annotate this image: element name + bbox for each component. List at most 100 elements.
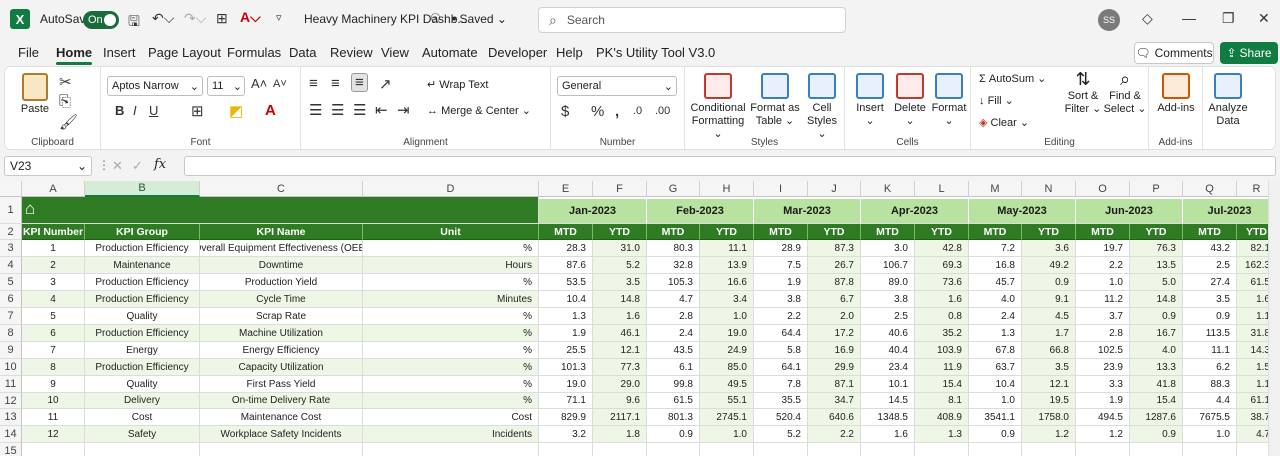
ytd-value-cell[interactable]: 14.8 bbox=[593, 291, 647, 308]
mtd-value-cell[interactable]: 7.2 bbox=[969, 240, 1022, 257]
empty-cell[interactable] bbox=[915, 443, 969, 456]
mtd-value-cell[interactable]: 2.5 bbox=[861, 308, 915, 325]
ytd-value-cell[interactable]: 408.9 bbox=[915, 409, 969, 426]
column-header[interactable]: E bbox=[539, 181, 593, 197]
row-header[interactable]: 7 bbox=[0, 308, 22, 325]
mtd-value-cell[interactable]: 2.4 bbox=[647, 325, 700, 342]
formula-input[interactable] bbox=[184, 156, 1276, 176]
comma-style-icon[interactable]: , bbox=[615, 103, 620, 120]
mtd-value-cell[interactable]: 3.8 bbox=[754, 291, 808, 308]
mtd-value-cell[interactable]: 40.4 bbox=[861, 342, 915, 359]
column-header[interactable]: C bbox=[200, 181, 363, 197]
column-header[interactable]: A bbox=[22, 181, 85, 197]
mtd-value-cell[interactable]: 1.0 bbox=[969, 393, 1022, 409]
bold-icon[interactable]: B bbox=[115, 103, 125, 118]
align-right-icon[interactable]: ☰ bbox=[353, 102, 367, 119]
mtd-value-cell[interactable]: 23.9 bbox=[1076, 359, 1130, 376]
mtd-value-cell[interactable]: 7.5 bbox=[754, 257, 808, 274]
ytd-value-cell[interactable]: 4.0 bbox=[1130, 342, 1183, 359]
kpi-name-cell[interactable]: Machine Utilization bbox=[200, 325, 363, 342]
mtd-value-cell[interactable]: 7675.5 bbox=[1183, 409, 1237, 426]
mtd-value-cell[interactable]: 520.4 bbox=[754, 409, 808, 426]
close-icon[interactable]: ✕ bbox=[1258, 10, 1270, 26]
mtd-value-cell[interactable]: 19.7 bbox=[1076, 240, 1130, 257]
row-header[interactable]: 2 bbox=[0, 224, 22, 240]
mtd-value-cell[interactable]: 27.4 bbox=[1183, 274, 1237, 291]
formula-options-icon[interactable]: ⋮ bbox=[98, 158, 110, 172]
tab-developer[interactable]: Developer bbox=[488, 45, 548, 60]
kpi-group-cell[interactable]: Maintenance bbox=[85, 257, 200, 274]
kpi-name-cell[interactable]: Downtime bbox=[200, 257, 363, 274]
ytd-value-cell[interactable]: 0.9 bbox=[1130, 426, 1183, 443]
column-header[interactable]: N bbox=[1022, 181, 1076, 197]
mtd-value-cell[interactable]: 67.8 bbox=[969, 342, 1022, 359]
mtd-value-cell[interactable]: 10.4 bbox=[969, 376, 1022, 393]
mtd-value-cell[interactable]: 2.2 bbox=[754, 308, 808, 325]
mtd-value-cell[interactable]: 11.1 bbox=[1183, 342, 1237, 359]
saved-status[interactable]: • Saved ⌄ bbox=[452, 12, 507, 26]
kpi-name-cell[interactable]: On-time Delivery Rate bbox=[200, 393, 363, 409]
kpi-number-cell[interactable]: 3 bbox=[22, 274, 85, 291]
mtd-value-cell[interactable]: 43.2 bbox=[1183, 240, 1237, 257]
tab-home[interactable]: Home bbox=[56, 45, 93, 65]
kpi-name-cell[interactable]: Production Yield bbox=[200, 274, 363, 291]
ytd-value-cell[interactable]: 9.6 bbox=[593, 393, 647, 409]
ytd-value-cell[interactable]: 11.9 bbox=[915, 359, 969, 376]
ytd-value-cell[interactable]: 103.9 bbox=[915, 342, 969, 359]
kpi-number-cell[interactable]: 9 bbox=[22, 376, 85, 393]
insert-cells-button[interactable]: Insert ⌄ bbox=[851, 73, 889, 128]
kpi-group-cell[interactable]: Production Efficiency bbox=[85, 359, 200, 376]
empty-cell[interactable] bbox=[647, 443, 700, 456]
format-as-table-button[interactable]: Format as Table ⌄ bbox=[749, 73, 801, 128]
ytd-value-cell[interactable]: 0.9 bbox=[1130, 308, 1183, 325]
ytd-value-cell[interactable]: 0.9 bbox=[1022, 274, 1076, 291]
search-box[interactable]: ⌕ Search bbox=[538, 7, 846, 33]
ytd-value-cell[interactable]: 0.8 bbox=[915, 308, 969, 325]
mtd-value-cell[interactable]: 0.9 bbox=[969, 426, 1022, 443]
orientation-icon[interactable]: ↗ bbox=[379, 76, 392, 93]
mtd-value-cell[interactable]: 113.5 bbox=[1183, 325, 1237, 342]
mtd-value-cell[interactable]: 3.8 bbox=[861, 291, 915, 308]
ytd-value-cell[interactable]: 1.3 bbox=[915, 426, 969, 443]
column-header[interactable]: G bbox=[647, 181, 700, 197]
ytd-value-cell[interactable]: 31.0 bbox=[593, 240, 647, 257]
redo-icon[interactable]: ↷⌵ bbox=[184, 10, 207, 26]
ytd-value-cell[interactable]: 11.1 bbox=[700, 240, 754, 257]
mtd-value-cell[interactable]: 99.8 bbox=[647, 376, 700, 393]
mtd-value-cell[interactable]: 63.7 bbox=[969, 359, 1022, 376]
kpi-group-cell[interactable]: Cost bbox=[85, 409, 200, 426]
kpi-name-cell[interactable]: Energy Efficiency bbox=[200, 342, 363, 359]
mtd-value-cell[interactable]: 25.5 bbox=[539, 342, 593, 359]
mtd-value-cell[interactable]: 1.9 bbox=[1076, 393, 1130, 409]
kpi-unit-cell[interactable]: % bbox=[363, 376, 539, 393]
font-color-icon[interactable]: A⌵ bbox=[240, 9, 261, 25]
tab-page-layout[interactable]: Page Layout bbox=[148, 45, 222, 60]
ytd-value-cell[interactable]: 16.6 bbox=[700, 274, 754, 291]
kpi-name-cell[interactable]: Workplace Safety Incidents bbox=[200, 426, 363, 443]
mtd-value-cell[interactable]: 4.0 bbox=[969, 291, 1022, 308]
tab-review[interactable]: Review bbox=[330, 45, 373, 60]
mtd-value-cell[interactable]: 101.3 bbox=[539, 359, 593, 376]
kpi-group-cell[interactable]: Energy bbox=[85, 342, 200, 359]
mtd-value-cell[interactable]: 2.8 bbox=[647, 308, 700, 325]
mtd-value-cell[interactable]: 3541.1 bbox=[969, 409, 1022, 426]
row-header[interactable]: 3 bbox=[0, 240, 22, 257]
kpi-group-cell[interactable]: Delivery bbox=[85, 393, 200, 409]
mtd-value-cell[interactable]: 1.2 bbox=[1076, 426, 1130, 443]
column-header[interactable]: L bbox=[915, 181, 969, 197]
clear-button[interactable]: ◈ Clear ⌄ bbox=[979, 117, 1030, 129]
row-header[interactable]: 11 bbox=[0, 376, 22, 393]
mtd-value-cell[interactable]: 0.9 bbox=[1183, 308, 1237, 325]
mtd-value-cell[interactable]: 10.1 bbox=[861, 376, 915, 393]
home-icon[interactable]: ⌂ bbox=[25, 199, 36, 218]
kpi-unit-cell[interactable]: % bbox=[363, 240, 539, 257]
kpi-name-cell[interactable]: Cycle Time bbox=[200, 291, 363, 308]
empty-cell[interactable] bbox=[1183, 443, 1237, 456]
tab-data[interactable]: Data bbox=[289, 45, 317, 60]
ytd-value-cell[interactable]: 3.4 bbox=[700, 291, 754, 308]
ytd-value-cell[interactable]: 85.0 bbox=[700, 359, 754, 376]
row-header[interactable]: 12 bbox=[0, 393, 22, 409]
mtd-value-cell[interactable]: 5.8 bbox=[754, 342, 808, 359]
mtd-value-cell[interactable]: 1.0 bbox=[1076, 274, 1130, 291]
mtd-value-cell[interactable]: 3.3 bbox=[1076, 376, 1130, 393]
